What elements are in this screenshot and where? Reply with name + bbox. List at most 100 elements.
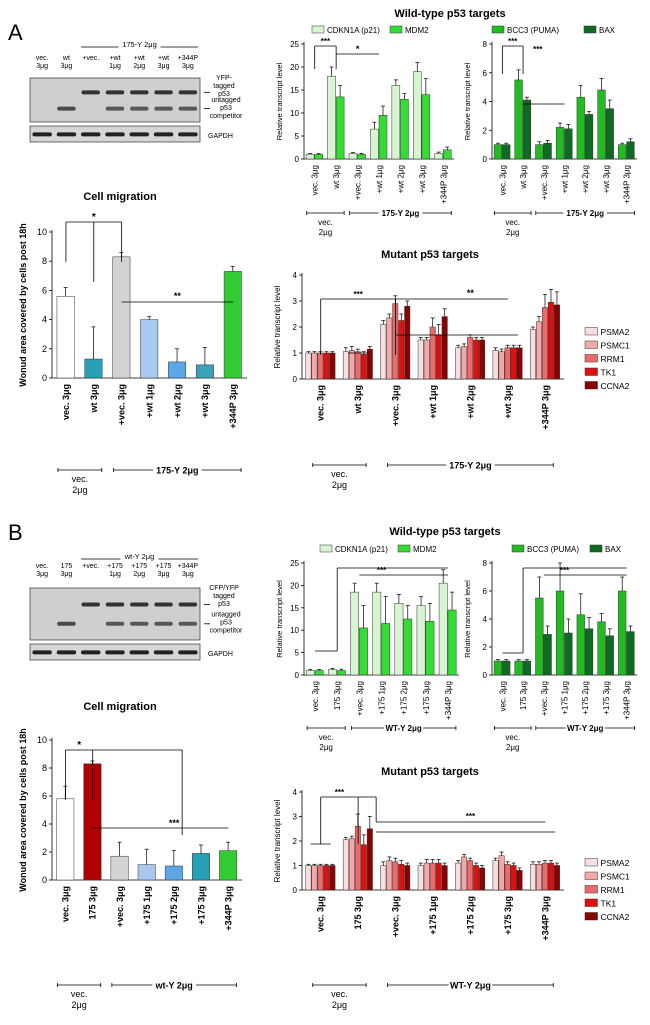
x-tick-label: +vec. 3μg: [540, 681, 549, 716]
y-tick-label: 0: [293, 886, 298, 895]
blot-lane-label: 1μg: [109, 571, 121, 578]
bar: [502, 144, 511, 160]
blot-band-gapdh: [32, 650, 52, 655]
bar: [443, 149, 452, 160]
legend-swatch: [584, 340, 598, 349]
legend-swatch: [584, 912, 598, 921]
x-tick-label: +wt 3μg: [503, 385, 513, 419]
significance-label: **: [467, 288, 475, 298]
x-tick-label: +175 3μg: [196, 886, 206, 925]
bar: [342, 839, 349, 891]
chart-title: Mutant p53 targets: [381, 766, 479, 778]
legend-label: BAX: [605, 545, 622, 554]
bar: [140, 319, 159, 379]
y-tick-label: 0: [295, 671, 300, 680]
y-tick-label: 0: [483, 155, 488, 164]
bar: [455, 862, 462, 891]
bar: [626, 631, 635, 676]
legend-label: BCC3 (PUMA): [527, 545, 579, 554]
x-tick-label: +175 2μg: [581, 681, 590, 715]
group-label: vec.: [331, 989, 348, 999]
bar: [413, 71, 422, 160]
bar: [467, 337, 474, 380]
blot-band-tagged: [105, 602, 125, 607]
significance-label: ***: [508, 37, 518, 46]
group-label: 175-Y 2μg: [156, 466, 198, 476]
legend-swatch: [584, 898, 598, 907]
blot-lane-label: 2μg: [133, 63, 145, 70]
y-tick-label: 6: [42, 285, 47, 295]
x-tick-label: +vec. 3μg: [391, 385, 401, 426]
blot-membrane: [29, 587, 201, 641]
bar: [380, 324, 387, 380]
y-tick-label: 5: [295, 132, 300, 141]
x-tick-label: +175 1μg: [142, 886, 152, 925]
bar: [381, 623, 391, 676]
bar: [564, 632, 573, 676]
blot-band-untagged: [105, 621, 125, 626]
blot-band-tagged: [105, 90, 125, 95]
bar: [311, 865, 318, 891]
chart-title: Wild-type p53 targets: [389, 526, 500, 538]
significance-label: ***: [377, 566, 387, 575]
bar: [398, 864, 405, 891]
legend-label: TK1: [601, 899, 617, 909]
bar: [305, 352, 312, 380]
bar: [502, 660, 511, 676]
x-tick-label: +wt 1μg: [145, 384, 155, 418]
blot-side-label: GAPDH: [208, 133, 233, 140]
bar: [597, 621, 606, 676]
x-tick-label: +175 3μg: [503, 896, 513, 935]
blot-side-label: competitor: [210, 113, 243, 120]
blot-band-tagged: [130, 90, 149, 95]
legend-swatch: [584, 871, 598, 880]
y-tick-label: 2: [483, 643, 488, 652]
y-tick-label: 2: [42, 344, 47, 354]
bar: [510, 865, 517, 891]
bar: [498, 351, 505, 380]
bar: [535, 144, 544, 160]
significance-label: *: [77, 740, 81, 751]
blot-header: 175-Y 2μg: [122, 40, 157, 49]
legend-swatch: [583, 25, 597, 34]
group-label: 2μg: [506, 743, 520, 752]
x-tick-label: 175 3μg: [88, 886, 98, 920]
blot-band-untagged: [178, 106, 198, 111]
blot-lane-label: 1μg: [109, 63, 121, 70]
bar: [421, 94, 431, 160]
blot-lane-label: +175: [156, 563, 172, 570]
significance-label: *: [92, 212, 96, 223]
bar: [434, 153, 443, 160]
blot-band-untagged: [130, 106, 149, 111]
bar: [536, 321, 542, 380]
bar: [576, 96, 585, 160]
x-tick-label: vec. 3μg: [61, 384, 71, 420]
bar: [342, 351, 349, 380]
blot-side-label: tagged: [213, 593, 235, 600]
x-tick-label: +344P 3μg: [439, 165, 448, 204]
bar: [378, 115, 388, 160]
y-tick-label: 0: [295, 155, 300, 164]
bar: [548, 302, 554, 380]
x-tick-label: vec. 3μg: [316, 896, 326, 932]
bar: [479, 339, 486, 380]
y-tick-label: 4: [483, 615, 488, 624]
x-tick-label: +wt 1μg: [561, 165, 570, 193]
legend-label: RRM1: [601, 885, 625, 895]
blot-band-gapdh: [129, 650, 149, 655]
blot-header: wt-Y 2μg: [124, 552, 155, 561]
bar: [392, 861, 399, 891]
bar: [618, 590, 627, 676]
bar: [380, 865, 387, 891]
legend-swatch: [397, 544, 411, 553]
x-tick-label: +vec. 3μg: [540, 165, 549, 200]
significance-label: ***: [533, 45, 543, 54]
blot-lane-label: +wt: [134, 55, 145, 62]
bar: [555, 127, 565, 160]
blot-band-tagged: [178, 90, 198, 95]
legend-label: CCNA2: [601, 912, 630, 922]
y-tick-label: 4: [293, 788, 298, 797]
y-axis-label: Wonud area covered by cells post 18h: [18, 728, 28, 891]
legend-swatch: [319, 544, 333, 553]
blot-band-untagged: [154, 106, 173, 111]
